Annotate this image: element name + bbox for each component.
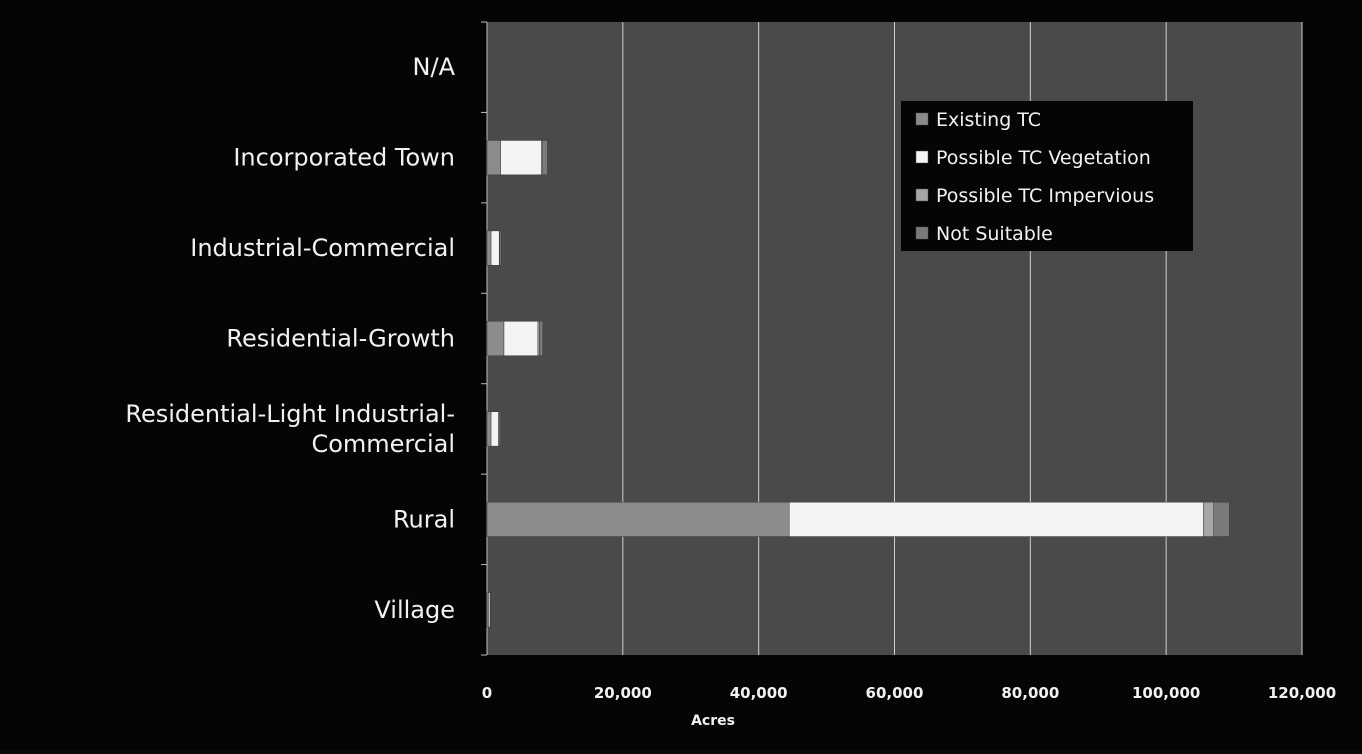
category-label: Residential-Light Industrial- (125, 400, 455, 428)
category-label: Village (374, 596, 455, 624)
legend-entry: Possible TC Vegetation (936, 147, 1151, 169)
bar-segment (499, 230, 502, 266)
bar-segment (490, 230, 500, 266)
bar-segment (486, 230, 492, 266)
bar-segment (498, 411, 501, 447)
bar-segment (542, 140, 548, 176)
legend-entry: Possible TC Impervious (936, 185, 1154, 207)
bar-segment (486, 592, 490, 628)
x-tick-label: 120,000 (1268, 684, 1336, 702)
legend-entry: Existing TC (936, 109, 1041, 131)
x-tick-label: 40,000 (730, 684, 788, 702)
x-tick-label: 20,000 (594, 684, 652, 702)
bar-segment (1213, 501, 1230, 537)
bar-segment (486, 140, 501, 176)
bar-segment (486, 501, 790, 537)
bar-segment (1203, 501, 1214, 537)
bar-segment (503, 321, 539, 356)
bar-segment (486, 411, 492, 447)
x-tick-label: 60,000 (866, 684, 924, 702)
bar-segment (788, 501, 1204, 537)
bar-segment (539, 321, 543, 356)
bar-segment (490, 592, 492, 628)
x-tick-label: 80,000 (1001, 684, 1059, 702)
x-tick-label: 100,000 (1132, 684, 1200, 702)
bar-segment (490, 411, 499, 447)
category-label: Rural (393, 505, 455, 533)
legend-swatch (915, 226, 929, 240)
legend-swatch (915, 188, 929, 202)
legend-box (901, 101, 1193, 251)
category-label: N/A (413, 53, 456, 81)
category-label: Commercial (311, 430, 455, 458)
legend-swatch (915, 150, 929, 164)
legend-entry: Not Suitable (936, 223, 1053, 245)
category-label: Incorporated Town (233, 144, 455, 172)
legend-swatch (915, 112, 929, 126)
category-label: Residential-Growth (226, 325, 455, 353)
x-axis-title: Acres (691, 713, 735, 729)
bar-segment (500, 140, 542, 176)
bar-segment (486, 321, 505, 356)
category-label: Industrial-Commercial (190, 234, 455, 262)
x-tick-label: 0 (482, 684, 492, 702)
